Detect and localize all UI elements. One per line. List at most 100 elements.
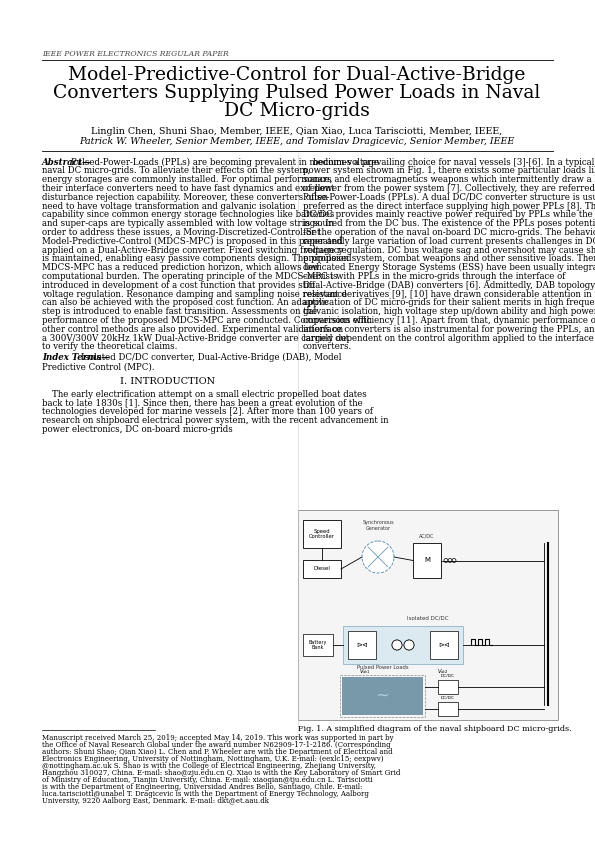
Text: conversion efficiency [11]. Apart from that, dynamic performance of the: conversion efficiency [11]. Apart from t… [303, 316, 595, 325]
Text: ⊳⊲: ⊳⊲ [356, 642, 368, 648]
Text: I. INTRODUCTION: I. INTRODUCTION [120, 377, 215, 386]
Text: DC Micro-grids: DC Micro-grids [224, 103, 370, 120]
Text: M: M [424, 557, 430, 563]
Bar [343, 626, 463, 664]
Text: sonars and electromagnetics weapons which intermittently draw a large amount: sonars and electromagnetics weapons whic… [303, 175, 595, 184]
Text: Hangzhou 310027, China. E-mail: shao@zju.edu.cn Q. Xiao is with the Key Laborato: Hangzhou 310027, China. E-mail: shao@zju… [42, 769, 400, 777]
Text: Abstract—: Abstract— [42, 157, 92, 167]
Text: technologies developed for marine vessels [2]. After more than 100 years of: technologies developed for marine vessel… [42, 408, 373, 417]
Text: voltage regulation. Resonance damping and sampling noise resistance: voltage regulation. Resonance damping an… [42, 290, 347, 299]
Circle shape [404, 640, 414, 650]
Text: DC/DC: DC/DC [441, 674, 455, 678]
Text: Diesel: Diesel [314, 567, 330, 572]
Text: applied on a Dual-Active-Bridge converter. Fixed switching frequency: applied on a Dual-Active-Bridge converte… [42, 246, 343, 254]
Text: disturbance rejection capability. Moreover, these converters often: disturbance rejection capability. Moreov… [42, 193, 328, 202]
Bar [303, 520, 341, 548]
Text: energy storages are commonly installed. For optimal performance,: energy storages are commonly installed. … [42, 175, 333, 184]
Text: power electronics, DC on-board micro-grids: power electronics, DC on-board micro-gri… [42, 425, 233, 434]
Bar [438, 702, 458, 716]
Text: the Office of Naval Research Global under the award number N62909-17-1-2186. (Co: the Office of Naval Research Global unde… [42, 741, 391, 749]
Bar [348, 631, 376, 659]
Text: voltage regulation. DC bus voltage sag and overshoot may cause shut-down of: voltage regulation. DC bus voltage sag a… [303, 246, 595, 254]
Text: preferred as the direct interface supplying high power PPLs [8]. The dual: preferred as the direct interface supply… [303, 202, 595, 210]
Text: DC/DC: DC/DC [441, 696, 455, 700]
Text: becomes a prevailing choice for naval vessels [3]-[6]. In a typical shipboard: becomes a prevailing choice for naval ve… [313, 157, 595, 167]
Text: largely dependent on the control algorithm applied to the interface: largely dependent on the control algorit… [303, 333, 594, 343]
Text: propulsion system, combat weapons and other sensitive loads. Therefore,: propulsion system, combat weapons and ot… [303, 254, 595, 264]
Text: research on shipboard electrical power system, with the recent advancement in: research on shipboard electrical power s… [42, 416, 389, 425]
Text: Synchronous
Generator: Synchronous Generator [362, 520, 394, 530]
Text: Converters Supplying Pulsed Power Loads in Naval: Converters Supplying Pulsed Power Loads … [54, 84, 541, 102]
Text: relevant derivatives [9], [10] have drawn considerable attention in the: relevant derivatives [9], [10] have draw… [303, 290, 595, 299]
Text: is with the Department of Engineering, Universidad Andres Bello, Santiago, Chile: is with the Department of Engineering, U… [42, 783, 362, 791]
Circle shape [362, 541, 394, 573]
Text: ⊳⊲: ⊳⊲ [438, 642, 450, 648]
Text: @nottingham.ac.uk S. Shao is with the College of Electrical Engineering, Zhejian: @nottingham.ac.uk S. Shao is with the Co… [42, 762, 376, 770]
Text: performance of the proposed MDCS-MPC are conducted. Comparisons with: performance of the proposed MDCS-MPC are… [42, 316, 372, 325]
Text: naval DC micro-grids. To alleviate their effects on the system,: naval DC micro-grids. To alleviate their… [42, 167, 311, 175]
Text: converters.: converters. [303, 343, 352, 351]
Text: of power from the power system [7]. Collectively, they are referred to as: of power from the power system [7]. Coll… [303, 184, 595, 193]
Text: DC/DC provides mainly reactive power required by PPLs while the active power: DC/DC provides mainly reactive power req… [303, 210, 595, 220]
Text: $V_{dc2}$: $V_{dc2}$ [437, 667, 449, 676]
Text: Linglin Chen, Shuni Shao, Member, IEEE, Qian Xiao, Luca Tarisciotti, Member, IEE: Linglin Chen, Shuni Shao, Member, IEEE, … [92, 126, 503, 136]
Text: MDCS-MPC has a reduced prediction horizon, which allows low: MDCS-MPC has a reduced prediction horizo… [42, 264, 320, 272]
Text: repeatedly large variation of load current presents challenges in DC bus: repeatedly large variation of load curre… [303, 237, 595, 246]
Text: other control methods are also provided. Experimental validations on: other control methods are also provided.… [42, 325, 343, 334]
Text: Model-Predictive-Control for Dual-Active-Bridge: Model-Predictive-Control for Dual-Active… [68, 66, 526, 84]
Text: Fig. 1. A simplified diagram of the naval shipboard DC micro-grids.: Fig. 1. A simplified diagram of the nava… [298, 725, 572, 733]
Text: Battery
Bank: Battery Bank [309, 640, 327, 650]
Bar [413, 543, 441, 578]
Text: $V_{dc1}$: $V_{dc1}$ [359, 667, 371, 676]
Text: Manuscript received March 25, 2019; accepted May 14, 2019. This work was support: Manuscript received March 25, 2019; acce… [42, 734, 394, 742]
Text: Model-Predictive-Control (MDCS-MPC) is proposed in this paper and: Model-Predictive-Control (MDCS-MPC) is p… [42, 237, 343, 246]
Text: of Ministry of Education, Tianjin University, China. E-mail: xiaoqian@tju.edu.cn: of Ministry of Education, Tianjin Univer… [42, 776, 372, 784]
Text: introduced in development of a cost function that provides stiff: introduced in development of a cost func… [42, 281, 315, 290]
Text: The early electrification attempt on a small electric propelled boat dates: The early electrification attempt on a s… [52, 390, 367, 399]
Text: Isolated DC/DC: Isolated DC/DC [407, 615, 449, 620]
Text: ~: ~ [375, 687, 390, 705]
Circle shape [392, 640, 402, 650]
Bar [438, 680, 458, 694]
Bar [430, 631, 458, 659]
Text: computational burden. The operating principle of the MDCS-MPC is: computational burden. The operating prin… [42, 272, 337, 281]
Text: capability since common energy storage technologies like batteries: capability since common energy storage t… [42, 210, 334, 220]
Text: can also be achieved with the proposed cost function. An adaptive: can also be achieved with the proposed c… [42, 298, 328, 307]
Text: Index Terms—: Index Terms— [42, 354, 110, 362]
Text: a 300V/300V 20kHz 1kW Dual-Active-Bridge converter are carried out: a 300V/300V 20kHz 1kW Dual-Active-Bridge… [42, 333, 349, 343]
Text: their interface converters need to have fast dynamics and excellent: their interface converters need to have … [42, 184, 334, 193]
Text: coexist with PPLs in the micro-grids through the interface of: coexist with PPLs in the micro-grids thr… [303, 272, 565, 281]
Bar [303, 560, 341, 578]
Text: need to have voltage transformation and galvanic isolation: need to have voltage transformation and … [42, 202, 296, 210]
Text: for the operation of the naval on-board DC micro-grids. The behavior of: for the operation of the naval on-board … [303, 228, 595, 237]
Text: Electronics Engineering, University of Nottingham, Nottingham, U.K. E-mail: (eex: Electronics Engineering, University of N… [42, 755, 384, 763]
Text: power system shown in Fig. 1, there exists some particular loads like radars,: power system shown in Fig. 1, there exis… [303, 167, 595, 175]
Text: Dual-Active-Bridge (DAB) converters [6]. Admittedly, DAB topology and its: Dual-Active-Bridge (DAB) converters [6].… [303, 281, 595, 290]
Circle shape [392, 640, 402, 650]
Bar [340, 675, 425, 717]
Text: to verify the theoretical claims.: to verify the theoretical claims. [42, 343, 177, 351]
Text: order to address these issues, a Moving-Discretized-Control-Set: order to address these issues, a Moving-… [42, 228, 320, 237]
Text: dedicated Energy Storage Systems (ESS) have been usually integrated to: dedicated Energy Storage Systems (ESS) h… [303, 264, 595, 273]
Text: luca.tarisciotti@unabel T. Dragicevic is with the Department of Energy Technolog: luca.tarisciotti@unabel T. Dragicevic is… [42, 790, 369, 798]
Text: Pulsed-Power-Loads (PPLs) are becoming prevalent in medium-voltage: Pulsed-Power-Loads (PPLs) are becoming p… [71, 157, 379, 167]
Text: and super-caps are typically assembled with low voltage strings. In: and super-caps are typically assembled w… [42, 219, 334, 228]
Text: IEEE POWER ELECTRONICS REGULAR PAPER: IEEE POWER ELECTRONICS REGULAR PAPER [42, 50, 228, 58]
Text: authors: Shuni Shao; Qian Xiao) L. Chen and P. Wheeler are with the Department o: authors: Shuni Shao; Qian Xiao) L. Chen … [42, 748, 393, 756]
Text: application of DC micro-grids for their salient merits in high frequency: application of DC micro-grids for their … [303, 298, 595, 307]
Text: AC/DC: AC/DC [419, 533, 435, 538]
Text: Predictive Control (MPC).: Predictive Control (MPC). [42, 362, 155, 371]
Bar [303, 634, 333, 656]
Circle shape [404, 640, 414, 650]
Text: Patrick W. Wheeler, Senior Member, IEEE, and Tomislav Dragicevic, Senior Member,: Patrick W. Wheeler, Senior Member, IEEE,… [79, 136, 515, 146]
Text: Isolated DC/DC converter, Dual-Active-Bridge (DAB), Model: Isolated DC/DC converter, Dual-Active-Br… [81, 354, 341, 362]
Bar [342, 677, 423, 715]
Text: Speed
Controller: Speed Controller [309, 529, 335, 540]
Bar [298, 510, 558, 720]
Text: University, 9220 Aalborg East, Denmark. E-mail: dkt@et.aau.dk: University, 9220 Aalborg East, Denmark. … [42, 797, 269, 805]
Text: is maintained, enabling easy passive components design. The proposed: is maintained, enabling easy passive com… [42, 254, 352, 264]
Text: back to late 1830s [1]. Since then, there has been a great evolution of the: back to late 1830s [1]. Since then, ther… [42, 398, 363, 408]
Text: interface converters is also instrumental for powering the PPLs, and this is: interface converters is also instrumenta… [303, 325, 595, 334]
Text: Pulsed Power Loads: Pulsed Power Loads [357, 665, 409, 670]
Text: Pulse-Power-Loads (PPLs). A dual DC/DC converter structure is usually: Pulse-Power-Loads (PPLs). A dual DC/DC c… [303, 193, 595, 202]
